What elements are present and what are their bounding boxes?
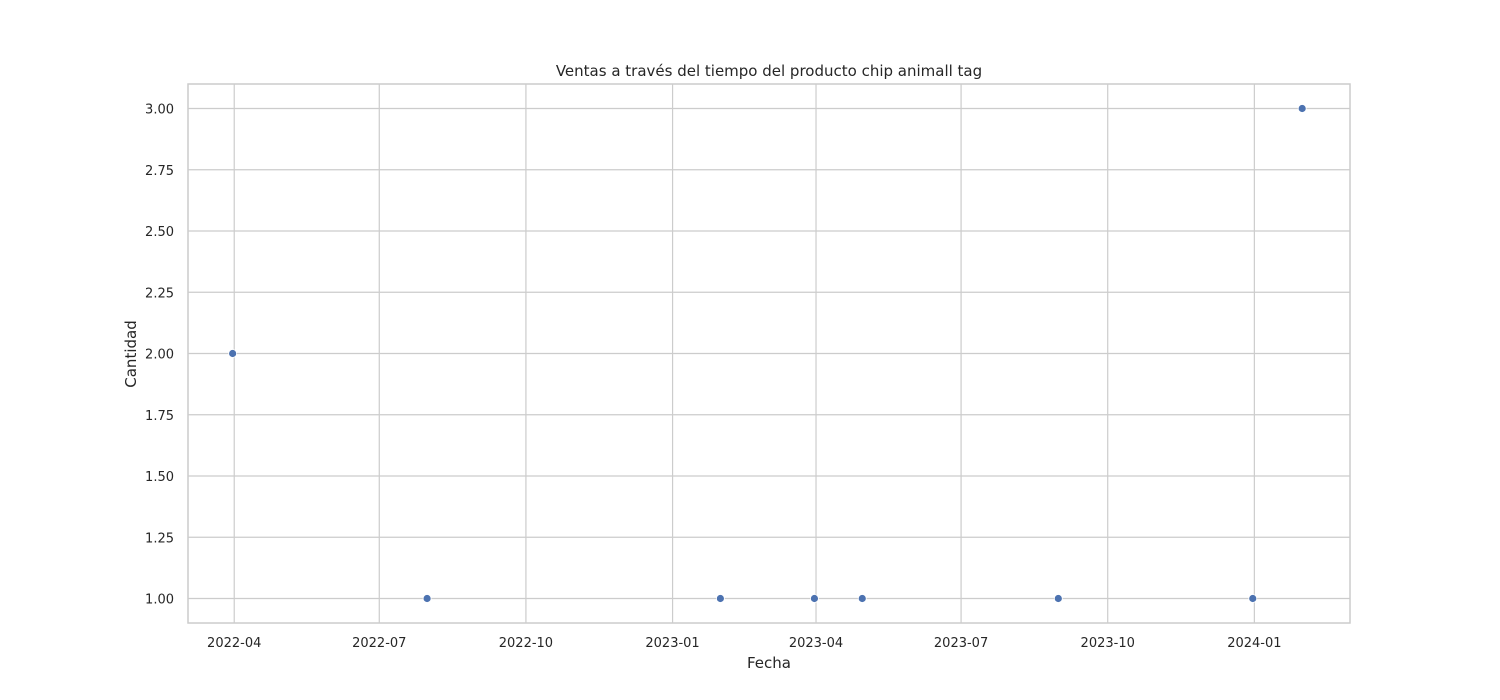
x-tick-label: 2022-07 [352,636,406,651]
y-tick-label: 1.00 [145,593,174,608]
y-tick-label: 2.00 [145,348,174,363]
grid-layer [188,84,1350,623]
y-tick-label: 3.00 [145,103,174,118]
x-tick-labels: 2022-04 2022-07 2022-10 2023-01 2023-04 2023-… [207,636,1281,651]
x-tick-label: 2023-10 [1081,636,1135,651]
data-point [422,594,432,603]
data-point [228,349,238,358]
x-tick-label: 2022-10 [499,636,553,651]
x-tick-label: 2023-04 [789,636,843,651]
y-tick-labels: 1.00 1.25 1.50 1.75 2.00 2.25 2.50 2.75 3.00 [145,103,174,608]
x-axis-label: Fecha [747,654,791,672]
x-tick-label: 2023-07 [934,636,988,651]
x-tick-label: 2022-04 [207,636,261,651]
y-tick-label: 1.75 [145,409,174,424]
x-tick-label: 2024-01 [1227,636,1281,651]
data-point [1248,594,1258,603]
y-axis-label: Cantidad [122,320,140,387]
y-tick-label: 2.25 [145,286,174,301]
data-point [810,594,819,603]
data-points-layer [228,104,1307,603]
data-point [1053,594,1063,603]
y-tick-label: 2.75 [145,164,174,179]
data-point [715,594,725,603]
data-point [857,594,867,603]
y-tick-label: 2.50 [145,225,174,240]
data-point [1297,104,1307,113]
y-tick-label: 1.25 [145,531,174,546]
x-tick-label: 2023-01 [645,636,699,651]
y-tick-label: 1.50 [145,470,174,485]
plot-area-frame [187,83,1351,624]
chart-title: Ventas a través del tiempo del producto … [556,62,982,80]
